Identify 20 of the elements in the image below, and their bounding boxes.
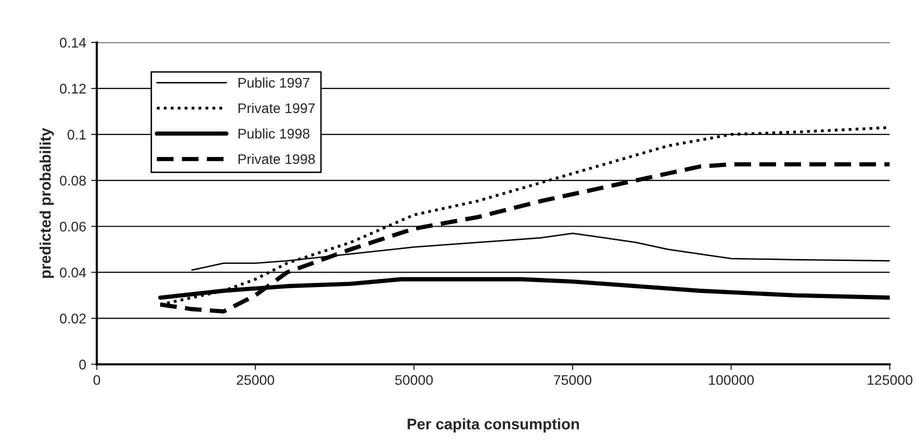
x-axis-title: Per capita consumption <box>408 418 579 432</box>
y-tick-label: 0.1 <box>68 130 86 140</box>
x-tick-label: 25000 <box>236 375 274 385</box>
x-tick-label: 125000 <box>868 375 912 385</box>
x-tick-label: 50000 <box>395 375 433 385</box>
y-tick-label: 0.02 <box>60 314 86 324</box>
legend-label: Public 1998 <box>238 128 310 139</box>
y-tick-label: 0 <box>79 360 86 370</box>
legend-label: Private 1998 <box>238 154 315 164</box>
y-tick-label: 0.12 <box>60 84 86 94</box>
y-tick-label: 0.08 <box>60 176 86 186</box>
y-tick-label: 0.14 <box>60 38 86 48</box>
x-tick-label: 0 <box>93 375 100 385</box>
legend-label: Public 1997 <box>238 77 310 88</box>
legend-label: Private 1997 <box>238 102 315 114</box>
y-tick-label: 0.04 <box>60 268 86 278</box>
y-axis-title: predicted probability <box>40 128 54 278</box>
x-tick-label: 75000 <box>554 375 592 385</box>
x-tick-label: 100000 <box>709 375 754 385</box>
y-tick-label: 0.06 <box>60 222 86 232</box>
